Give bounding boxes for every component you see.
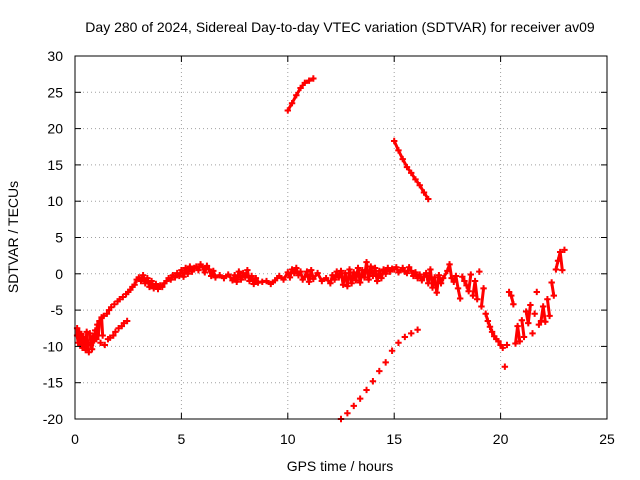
data-point <box>473 296 481 303</box>
y-tick-label: 20 <box>47 121 63 137</box>
data-point <box>529 330 536 337</box>
data-point <box>395 339 402 346</box>
data-point <box>550 292 557 299</box>
data-point <box>97 339 104 346</box>
data-point <box>503 341 511 349</box>
y-tick-label: 5 <box>55 230 63 246</box>
x-tick-label: 0 <box>71 431 79 447</box>
ticks-layer <box>74 55 608 420</box>
x-tick-label: 10 <box>280 431 296 447</box>
x-axis-label: GPS time / hours <box>287 458 394 474</box>
data-point <box>310 75 317 82</box>
data-point <box>520 333 528 341</box>
data-point <box>363 386 370 394</box>
data-points-layer <box>73 75 568 423</box>
series-arc-high <box>284 75 317 114</box>
data-point <box>123 317 131 325</box>
data-point <box>531 310 538 317</box>
data-point <box>510 301 517 308</box>
data-point <box>527 301 534 309</box>
x-tick-label: 5 <box>178 431 186 447</box>
y-tick-label: -5 <box>51 302 64 318</box>
y-tick-label: 30 <box>47 48 63 64</box>
data-point <box>501 363 509 370</box>
y-axis-label: SDTVAR / TECUs <box>5 181 21 293</box>
data-point <box>408 330 415 337</box>
data-point <box>467 271 475 278</box>
data-point <box>476 268 483 275</box>
y-tick-label: 10 <box>47 193 63 209</box>
y-tick-label: 15 <box>47 157 63 173</box>
data-point <box>382 359 389 366</box>
chart-title: Day 280 of 2024, Sidereal Day-to-day VTE… <box>85 19 595 35</box>
data-point <box>561 246 568 254</box>
data-point <box>356 395 364 402</box>
series-main-cluster <box>73 246 568 370</box>
data-point <box>542 318 549 325</box>
data-point <box>559 266 566 274</box>
data-point <box>388 347 396 354</box>
y-tick-label: -20 <box>43 411 63 427</box>
grid-layer <box>75 56 607 419</box>
data-point <box>110 332 117 339</box>
y-tick-label: -10 <box>43 338 63 354</box>
data-point <box>401 333 409 341</box>
data-point <box>546 312 553 320</box>
tick-labels-layer: 0 5 10 15 20 25 -20 -15 -10 -5 0 5 10 15 20 25 30 <box>43 48 615 447</box>
data-point <box>344 409 351 417</box>
y-tick-label: -15 <box>43 375 63 391</box>
data-point <box>112 328 119 336</box>
data-point <box>533 288 540 296</box>
data-point <box>101 341 108 349</box>
data-point <box>376 367 383 375</box>
y-tick-label: 25 <box>47 84 63 100</box>
series-arc-descending-upper <box>391 137 432 203</box>
data-point <box>99 332 106 339</box>
series-arc-rising-lower <box>337 326 421 423</box>
x-tick-label: 15 <box>386 431 402 447</box>
y-tick-label: 0 <box>55 266 63 282</box>
data-point <box>414 326 421 333</box>
data-point <box>369 378 377 385</box>
data-point <box>480 285 487 292</box>
x-tick-label: 25 <box>599 431 615 447</box>
x-tick-label: 20 <box>493 431 509 447</box>
data-point <box>499 344 506 352</box>
data-point <box>350 402 357 410</box>
data-point <box>516 338 523 345</box>
data-point <box>456 295 464 302</box>
data-point <box>103 310 111 317</box>
data-point <box>425 195 432 203</box>
